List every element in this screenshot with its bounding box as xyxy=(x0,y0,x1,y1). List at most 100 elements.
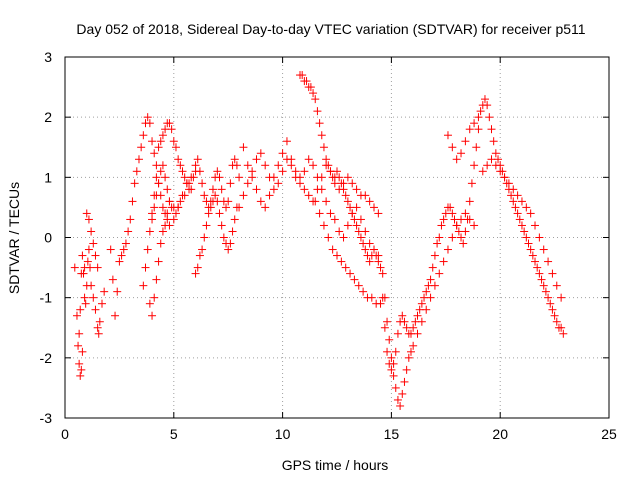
data-point xyxy=(483,101,492,110)
data-point xyxy=(91,305,100,314)
data-point xyxy=(158,203,167,212)
data-point xyxy=(348,209,357,218)
data-point xyxy=(296,173,305,182)
y-tick-label: 3 xyxy=(44,49,52,65)
data-point xyxy=(346,269,355,278)
data-point xyxy=(393,329,402,338)
data-point xyxy=(489,137,498,146)
data-point xyxy=(87,281,96,290)
y-axis-title: SDTVAR / TECUs xyxy=(6,182,22,294)
data-point xyxy=(139,281,148,290)
data-point xyxy=(385,335,394,344)
data-point xyxy=(81,299,90,308)
data-point xyxy=(341,191,350,200)
data-point xyxy=(224,245,233,254)
data-point xyxy=(335,227,344,236)
data-point xyxy=(141,263,150,272)
data-point xyxy=(457,215,466,224)
data-point xyxy=(208,185,217,194)
data-point xyxy=(376,263,385,272)
data-point xyxy=(430,251,439,260)
data-point xyxy=(78,251,87,260)
y-tick-label: 1 xyxy=(44,169,52,185)
data-point xyxy=(200,233,209,242)
data-point xyxy=(513,209,522,218)
data-point xyxy=(315,119,324,128)
data-point xyxy=(433,239,442,248)
data-point xyxy=(324,233,333,242)
data-point xyxy=(200,191,209,200)
data-point xyxy=(559,329,568,338)
y-tick-label: -1 xyxy=(40,290,53,306)
data-point xyxy=(539,281,548,290)
data-point xyxy=(435,269,444,278)
data-point xyxy=(187,185,196,194)
data-point xyxy=(337,179,346,188)
data-point xyxy=(361,191,370,200)
data-point xyxy=(359,239,368,248)
data-point xyxy=(354,227,363,236)
data-point xyxy=(517,221,526,230)
data-point xyxy=(84,215,93,224)
data-point xyxy=(322,197,331,206)
data-point xyxy=(298,71,307,80)
data-point xyxy=(278,149,287,158)
data-point xyxy=(74,341,83,350)
y-tick-label: 0 xyxy=(44,230,52,246)
data-point xyxy=(78,347,87,356)
data-point xyxy=(487,155,496,164)
data-point xyxy=(154,257,163,266)
data-point xyxy=(391,383,400,392)
data-point xyxy=(211,191,220,200)
data-point xyxy=(417,317,426,326)
data-point xyxy=(256,149,265,158)
data-point xyxy=(311,95,320,104)
data-point xyxy=(72,311,81,320)
data-point xyxy=(269,173,278,182)
data-point xyxy=(94,329,103,338)
data-point xyxy=(198,179,207,188)
data-point xyxy=(413,329,422,338)
data-point xyxy=(474,125,483,134)
data-point xyxy=(552,317,561,326)
data-point xyxy=(317,131,326,140)
data-point xyxy=(77,365,86,374)
data-point xyxy=(145,119,154,128)
data-point xyxy=(350,215,359,224)
data-point xyxy=(461,227,470,236)
data-point xyxy=(252,185,261,194)
x-axis-title: GPS time / hours xyxy=(282,457,389,473)
data-point xyxy=(483,161,492,170)
data-point xyxy=(369,203,378,212)
data-point xyxy=(367,293,376,302)
data-point xyxy=(91,251,100,260)
data-point xyxy=(333,167,341,176)
data-point xyxy=(145,227,154,236)
data-point xyxy=(391,347,400,356)
data-point xyxy=(198,245,207,254)
data-point xyxy=(156,239,165,248)
data-point xyxy=(376,299,385,308)
data-point xyxy=(396,401,405,410)
data-point xyxy=(148,311,157,320)
data-point xyxy=(171,209,180,218)
data-point xyxy=(374,257,383,266)
data-point xyxy=(474,113,483,122)
data-point xyxy=(115,257,124,266)
data-point xyxy=(97,299,106,308)
data-point xyxy=(202,221,211,230)
data-point xyxy=(282,137,291,146)
data-point xyxy=(402,365,411,374)
data-point xyxy=(224,197,233,206)
data-point xyxy=(413,311,422,320)
data-point xyxy=(389,371,398,380)
data-point xyxy=(274,161,283,170)
data-point xyxy=(491,149,500,158)
data-point xyxy=(322,155,331,164)
data-point xyxy=(387,353,396,362)
data-point xyxy=(409,323,418,332)
data-point xyxy=(548,305,557,314)
data-point xyxy=(156,137,165,146)
data-point xyxy=(178,167,187,176)
data-point xyxy=(437,221,446,230)
